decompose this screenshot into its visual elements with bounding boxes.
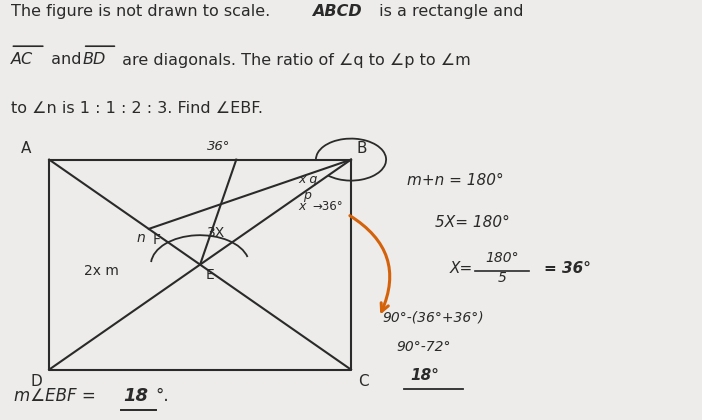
Text: C: C (358, 374, 369, 389)
Text: 5: 5 (498, 271, 506, 285)
Text: n: n (137, 231, 145, 244)
Text: m+n = 180°: m+n = 180° (407, 173, 504, 188)
Text: E: E (206, 268, 214, 282)
Text: →36°: →36° (312, 200, 343, 213)
Text: 90°-72°: 90°-72° (397, 340, 451, 354)
Text: ABCD: ABCD (312, 4, 362, 19)
Text: are diagonals. The ratio of ∠q to ∠p to ∠m: are diagonals. The ratio of ∠q to ∠p to … (117, 52, 471, 68)
Text: p: p (303, 189, 311, 202)
Text: °.: °. (156, 387, 169, 405)
Text: F: F (152, 233, 160, 247)
Text: m∠EBF =: m∠EBF = (14, 387, 101, 405)
Text: BD: BD (83, 52, 106, 68)
Text: and: and (46, 52, 86, 68)
Text: AC: AC (11, 52, 33, 68)
Text: x: x (298, 200, 306, 213)
Text: = 36°: = 36° (544, 261, 591, 276)
Text: 180°: 180° (485, 252, 519, 265)
Text: 5X= 180°: 5X= 180° (435, 215, 510, 230)
Text: 2x m: 2x m (84, 264, 119, 278)
Text: 90°-(36°+36°): 90°-(36°+36°) (383, 310, 484, 324)
Text: 18: 18 (123, 387, 148, 405)
Text: 3X: 3X (207, 226, 225, 240)
Text: X=: X= (449, 261, 472, 276)
Text: The figure is not drawn to scale.: The figure is not drawn to scale. (11, 4, 280, 19)
Text: A: A (21, 141, 32, 156)
Text: is a rectangle and: is a rectangle and (374, 4, 524, 19)
Text: to ∠n is 1 : 1 : 2 : 3. Find ∠EBF.: to ∠n is 1 : 1 : 2 : 3. Find ∠EBF. (11, 101, 263, 116)
Text: x q: x q (298, 173, 317, 186)
FancyArrowPatch shape (350, 215, 390, 312)
Text: D: D (30, 374, 42, 389)
Text: 18°: 18° (411, 368, 439, 383)
Text: B: B (357, 141, 367, 156)
Text: 36°: 36° (207, 140, 230, 153)
